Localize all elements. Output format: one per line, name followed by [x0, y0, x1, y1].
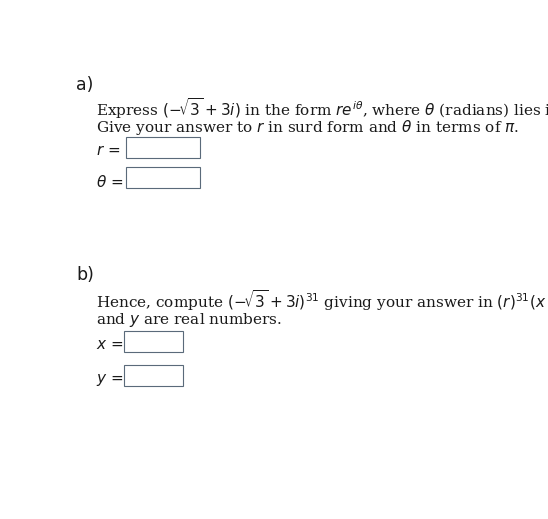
FancyBboxPatch shape — [124, 365, 183, 386]
Text: $y\, =$: $y\, =$ — [96, 372, 124, 388]
Text: $r\, =$: $r\, =$ — [96, 144, 121, 158]
Text: b): b) — [76, 266, 94, 284]
FancyBboxPatch shape — [126, 168, 200, 188]
FancyBboxPatch shape — [124, 331, 183, 352]
Text: $x\, =$: $x\, =$ — [96, 338, 124, 352]
Text: a): a) — [76, 76, 94, 94]
Text: and $y$ are real numbers.: and $y$ are real numbers. — [96, 311, 282, 329]
Text: Express $(-\!\sqrt{3}+3i)$ in the form $re^{i\theta}$, where $\theta$ (radians) : Express $(-\!\sqrt{3}+3i)$ in the form $… — [96, 96, 548, 121]
Text: $\theta\, =$: $\theta\, =$ — [96, 174, 124, 190]
Text: Hence, compute $(-\!\sqrt{3}+3i)^{31}$ giving your answer in $(r)^{31}(x+iy)$ fo: Hence, compute $(-\!\sqrt{3}+3i)^{31}$ g… — [96, 288, 548, 313]
Text: Give your answer to $r$ in surd form and $\theta$ in terms of $\pi$.: Give your answer to $r$ in surd form and… — [96, 118, 519, 137]
FancyBboxPatch shape — [126, 138, 200, 158]
